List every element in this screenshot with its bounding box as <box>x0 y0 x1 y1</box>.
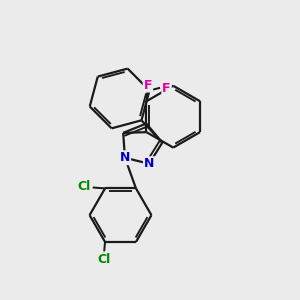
Text: Cl: Cl <box>77 180 91 194</box>
Text: N: N <box>144 157 154 170</box>
Text: F: F <box>144 79 152 92</box>
Text: N: N <box>120 151 130 164</box>
Text: Cl: Cl <box>97 253 110 266</box>
Text: F: F <box>162 82 171 94</box>
